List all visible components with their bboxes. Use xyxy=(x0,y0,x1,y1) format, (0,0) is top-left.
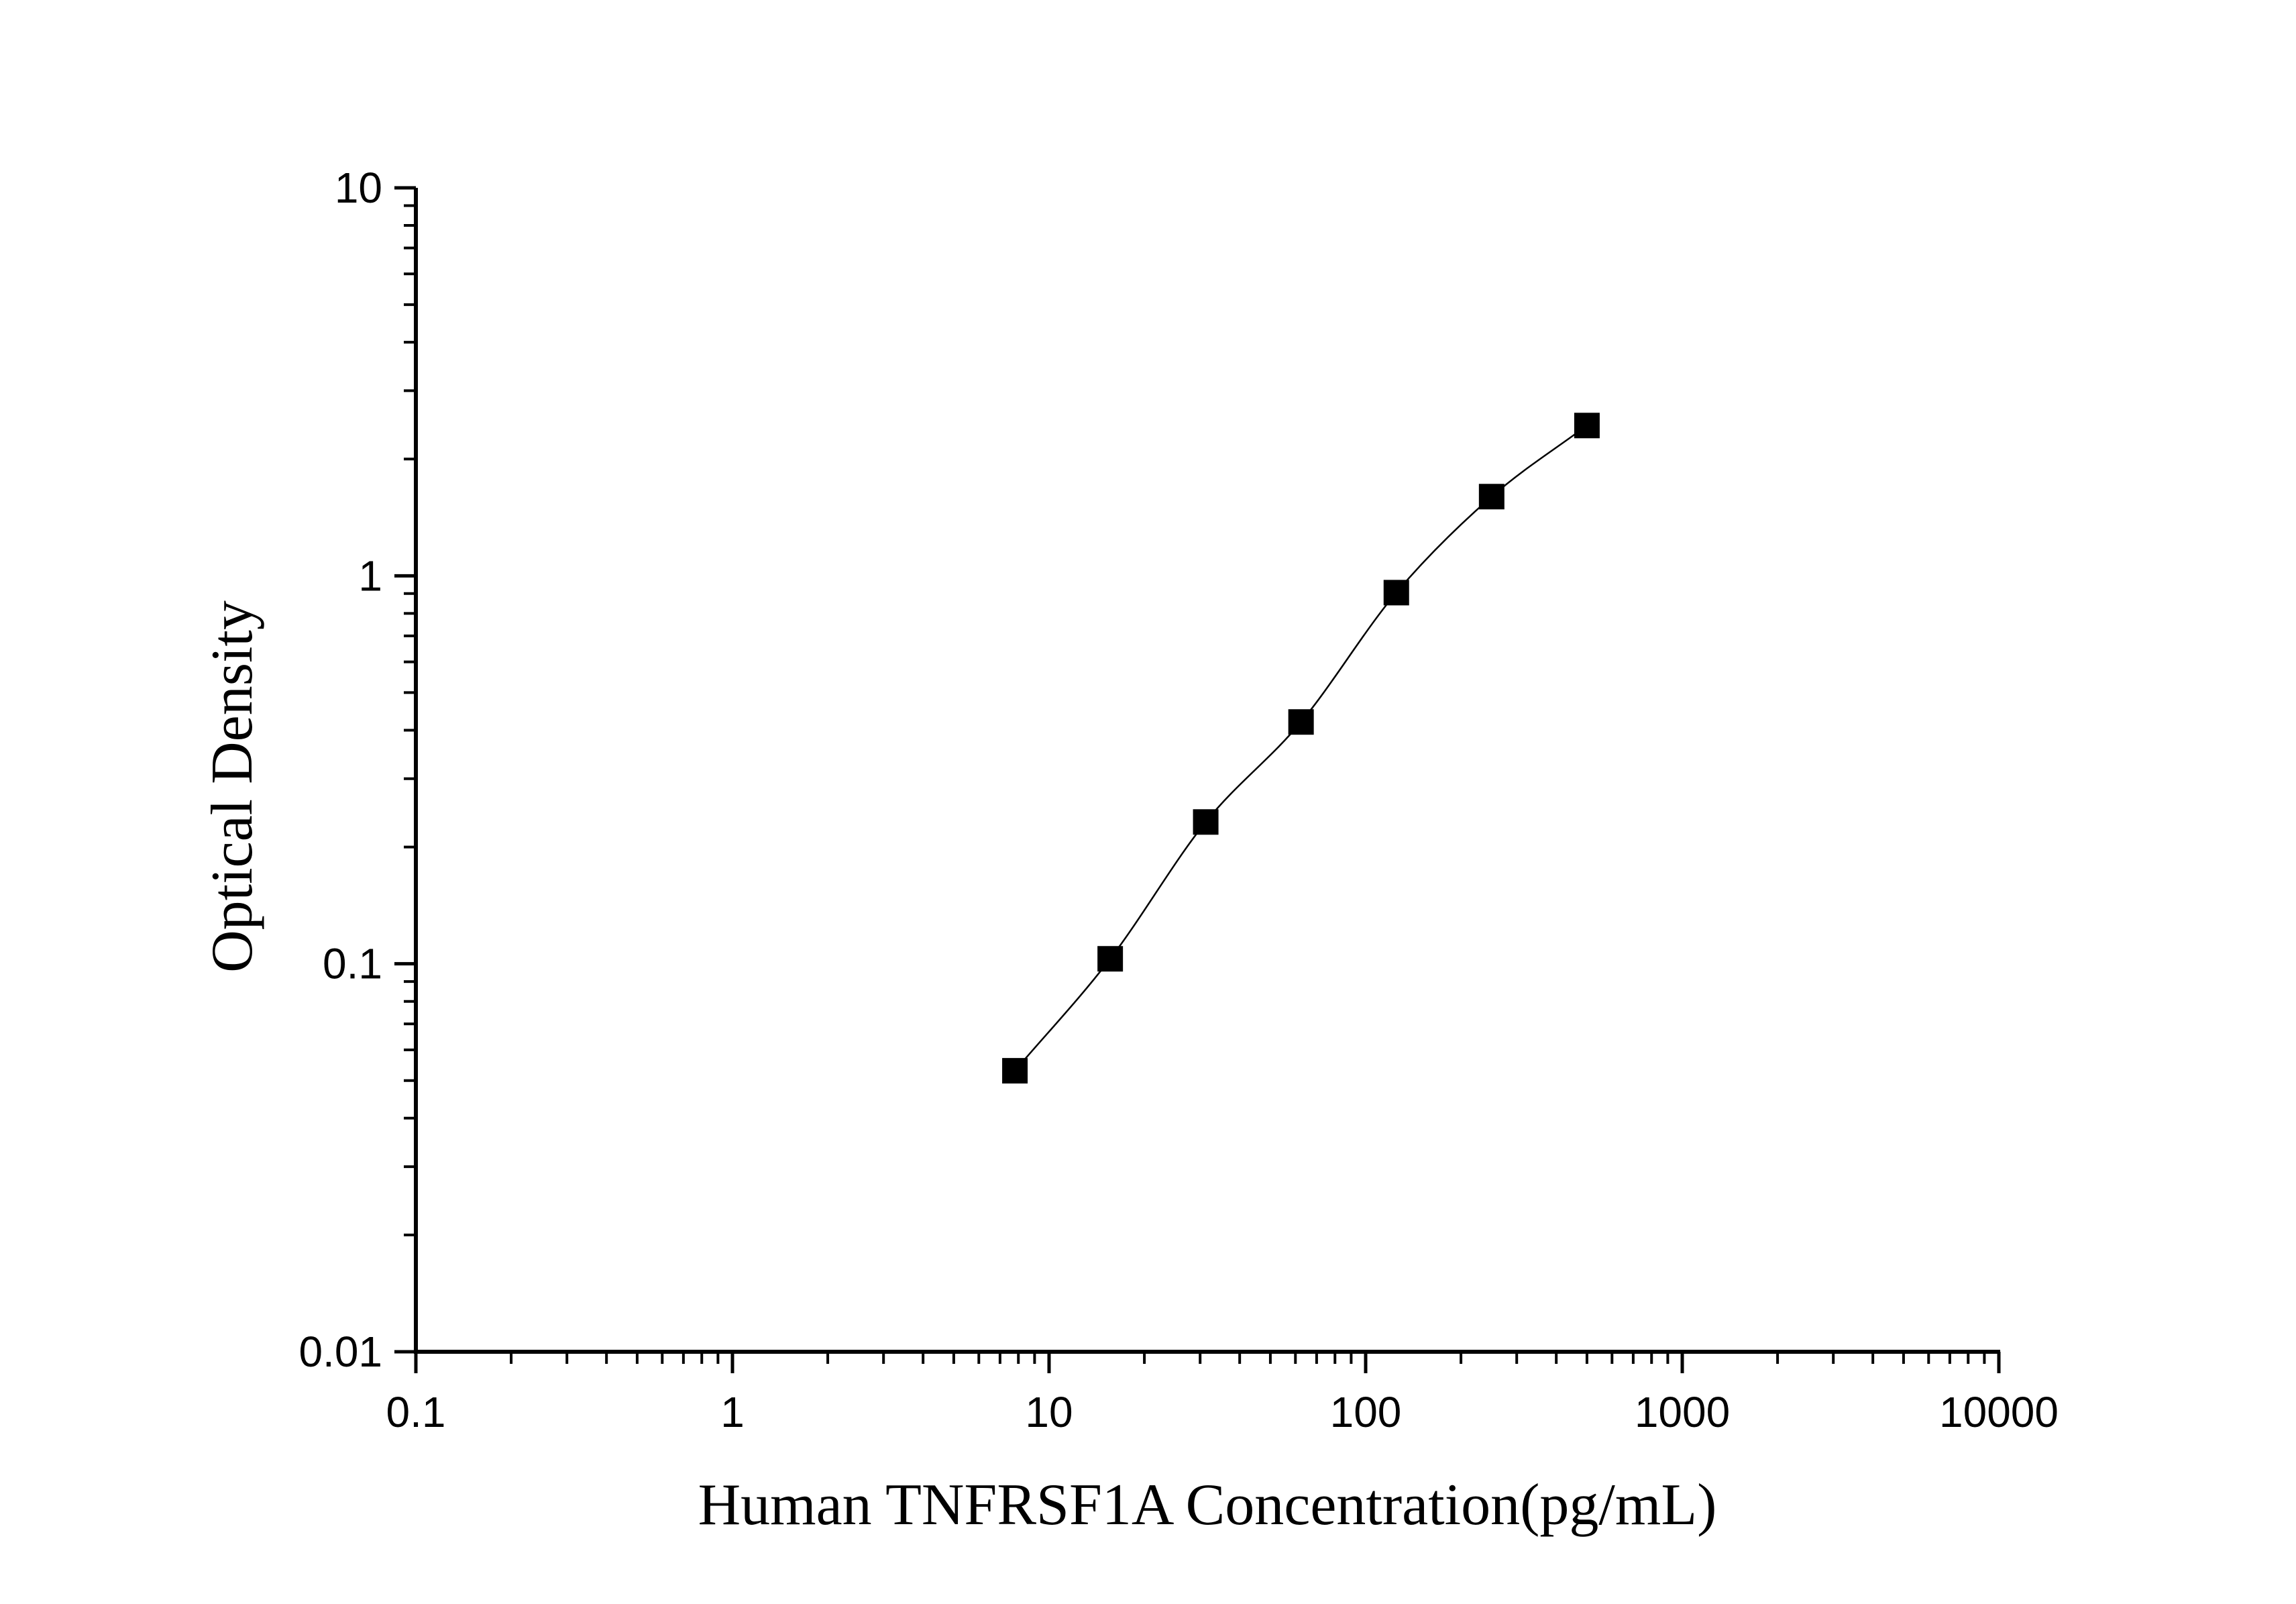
data-points xyxy=(1002,413,1600,1084)
data-point xyxy=(1478,484,1505,510)
data-point xyxy=(1383,580,1409,606)
x-tick-label: 10 xyxy=(1025,1388,1073,1436)
data-point xyxy=(1193,809,1219,835)
x-axis-title: Human TNFRSF1A Concentration(pg/mL) xyxy=(698,1473,1717,1538)
fit-curve-path xyxy=(1014,425,1588,1071)
y-tick-label: 0.01 xyxy=(298,1328,382,1376)
data-point xyxy=(1288,709,1314,735)
axes xyxy=(394,186,2001,1373)
x-tick-label: 0.1 xyxy=(386,1388,446,1436)
y-tick-label: 0.1 xyxy=(323,940,382,988)
y-tick-label: 1 xyxy=(358,551,382,600)
data-point xyxy=(1002,1058,1028,1084)
data-point xyxy=(1574,413,1600,439)
x-tick-label: 1 xyxy=(720,1388,745,1436)
y-tick-label: 10 xyxy=(335,164,382,212)
x-tick-label: 1000 xyxy=(1635,1388,1730,1436)
x-tick-label: 100 xyxy=(1330,1388,1402,1436)
fit-curve xyxy=(1014,425,1588,1071)
data-point xyxy=(1097,946,1124,972)
x-tick-label: 10000 xyxy=(1939,1388,2059,1436)
y-axis-title: Optical Density xyxy=(200,600,265,973)
